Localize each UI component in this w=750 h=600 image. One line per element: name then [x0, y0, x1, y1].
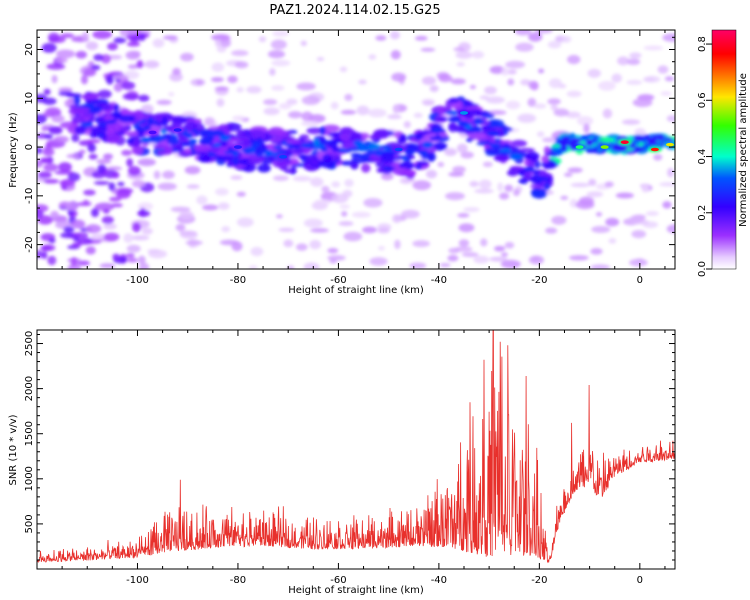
- snr-tick-label-4: 2500: [24, 331, 35, 356]
- spectrogram-frame: [36, 29, 676, 270]
- x-tick-label-1: -80: [230, 275, 246, 286]
- figure-title: PAZ1.2024.114.02.15.G25: [269, 3, 440, 18]
- spectral-peak-10: [148, 130, 157, 135]
- spectrogram-ylabel: Frequency (Hz): [8, 112, 19, 188]
- spectral-peak-4: [665, 142, 674, 147]
- x-tick-label-2: -60: [330, 575, 346, 586]
- x-tick-label-5: 0: [637, 575, 643, 586]
- spectral-peak-9: [173, 128, 182, 132]
- snr-tick-label-3: 2000: [24, 376, 35, 401]
- snr-tick-label-2: 1500: [24, 421, 35, 446]
- spectrogram-image: [37, 30, 675, 269]
- freq-tick-label-2: 0: [24, 144, 35, 150]
- snr-panel: -100 -80 -60 -40 -20 0 500 1000 1500 2000 2500 Hei…: [8, 329, 676, 596]
- colorbar: 0.0 0.2 0.4 0.6 0.8 Normalized spectral ampl…: [697, 29, 749, 277]
- x-tick-label-3: -40: [431, 575, 447, 586]
- colorbar-ticks: 0.0 0.2 0.4 0.6 0.8: [697, 29, 737, 277]
- x-tick-label-2: -60: [330, 275, 346, 286]
- x-tick-label-1: -80: [230, 575, 246, 586]
- colorbar-tick-label-4: 0.8: [697, 36, 708, 52]
- snr-tick-label-0: 500: [24, 514, 35, 533]
- snr-tick-label-1: 1000: [24, 466, 35, 491]
- x-tick-label-5: 0: [637, 275, 643, 286]
- spectral-peak-3: [650, 147, 659, 152]
- x-tick-label-3: -40: [431, 275, 447, 286]
- colorbar-gradient: [712, 30, 736, 269]
- snr-xlabel: Height of straight line (km): [288, 585, 424, 596]
- spectral-peak-5: [460, 111, 469, 115]
- snr-ylabel: SNR (10 * v/v): [8, 414, 19, 485]
- colorbar-tick-label-3: 0.6: [697, 92, 708, 108]
- snr-frame: [36, 329, 676, 570]
- x-tick-label-0: -100: [126, 275, 149, 286]
- freq-tick-label-4: 20: [24, 43, 35, 56]
- freq-tick-label-1: -10: [24, 188, 35, 204]
- colorbar-label: Normalized spectral amplitude: [738, 73, 749, 227]
- freq-tick-label-3: 10: [24, 92, 35, 105]
- spectrogram-xlabel: Height of straight line (km): [288, 285, 424, 296]
- spectral-peak-2: [620, 140, 629, 144]
- colorbar-tick-label-2: 0.4: [697, 149, 708, 165]
- freq-tick-label-0: -20: [24, 236, 35, 252]
- snr-ticks: -100 -80 -60 -40 -20 0 500 1000 1500 2000 2500: [24, 330, 675, 586]
- x-tick-label-4: -20: [531, 575, 547, 586]
- x-tick-label-0: -100: [126, 575, 149, 586]
- spectral-peak-0: [575, 145, 584, 149]
- colorbar-tick-label-1: 0.2: [697, 205, 708, 221]
- spectral-peak-1: [600, 145, 609, 149]
- x-tick-label-4: -20: [531, 275, 547, 286]
- colorbar-tick-label-0: 0.0: [697, 261, 708, 277]
- spectral-peak-7: [279, 155, 288, 159]
- spectral-peak-6: [394, 147, 403, 152]
- spectral-peak-8: [233, 145, 242, 149]
- snr-series-line: [37, 330, 675, 564]
